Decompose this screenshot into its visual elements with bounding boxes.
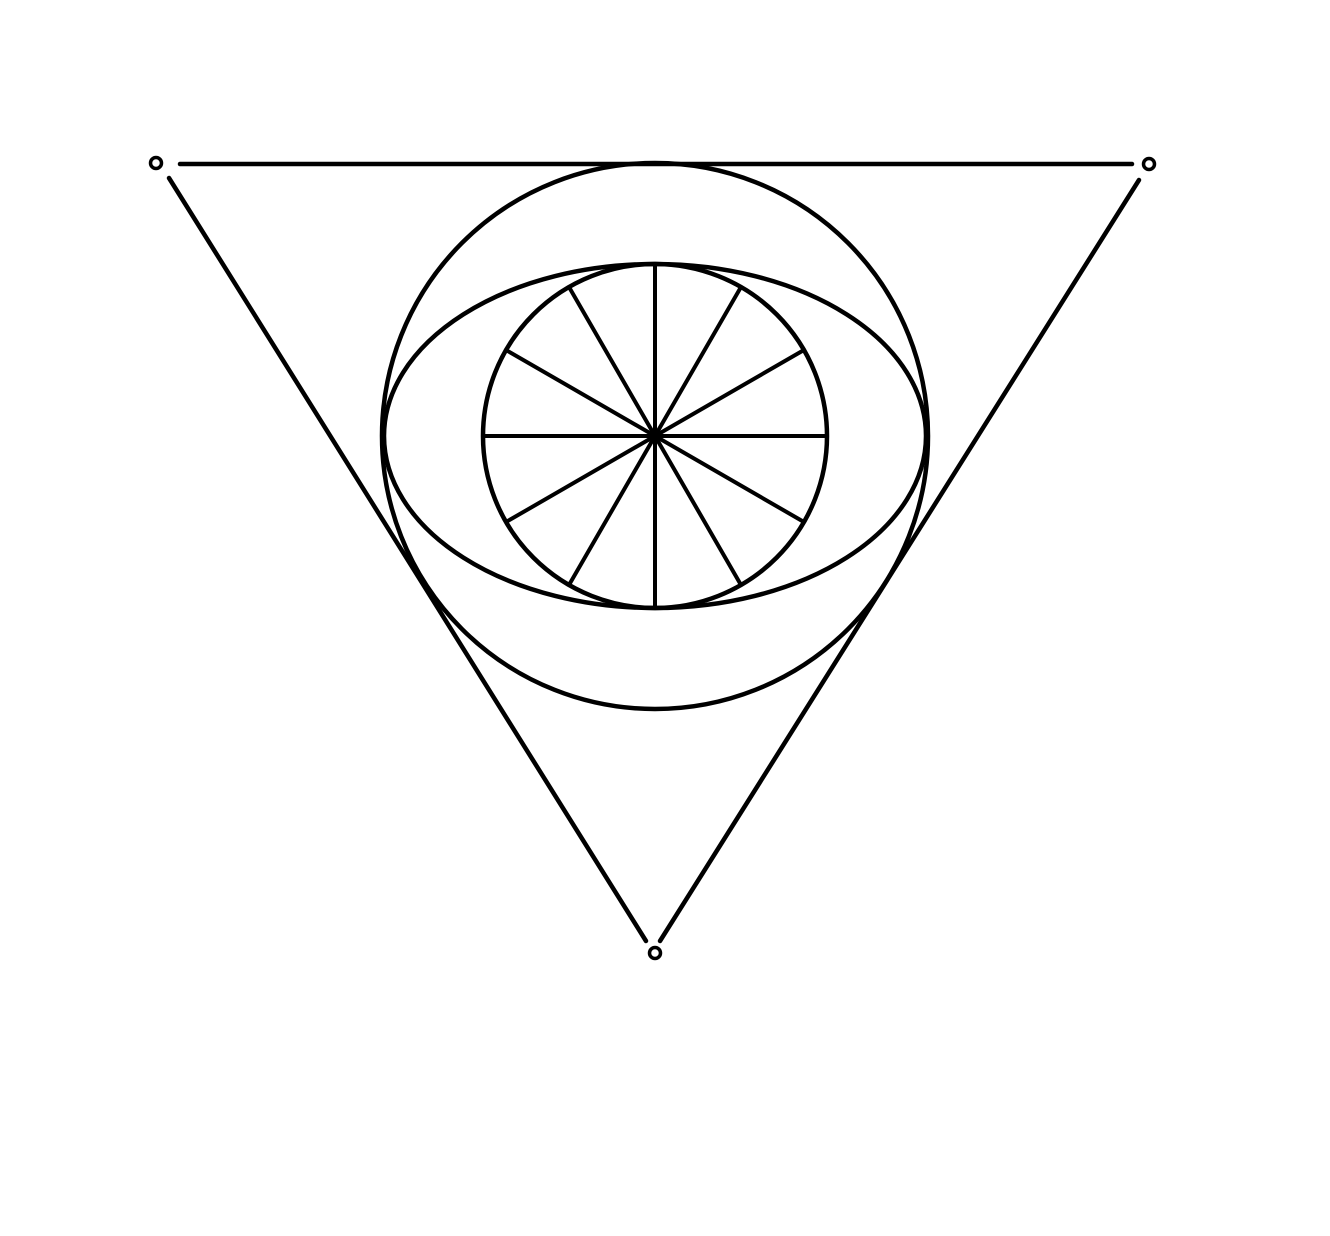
vertex-marker-bottom <box>647 945 663 961</box>
drawing-group <box>148 155 1157 961</box>
triangle-left-edge <box>166 175 649 944</box>
vertex-marker-top-right <box>1141 156 1157 172</box>
wheel-spoke <box>504 348 806 524</box>
vertex-marker-top-left <box>148 155 164 171</box>
vertex-markers <box>148 155 1157 961</box>
wheel-spokes <box>481 262 829 610</box>
